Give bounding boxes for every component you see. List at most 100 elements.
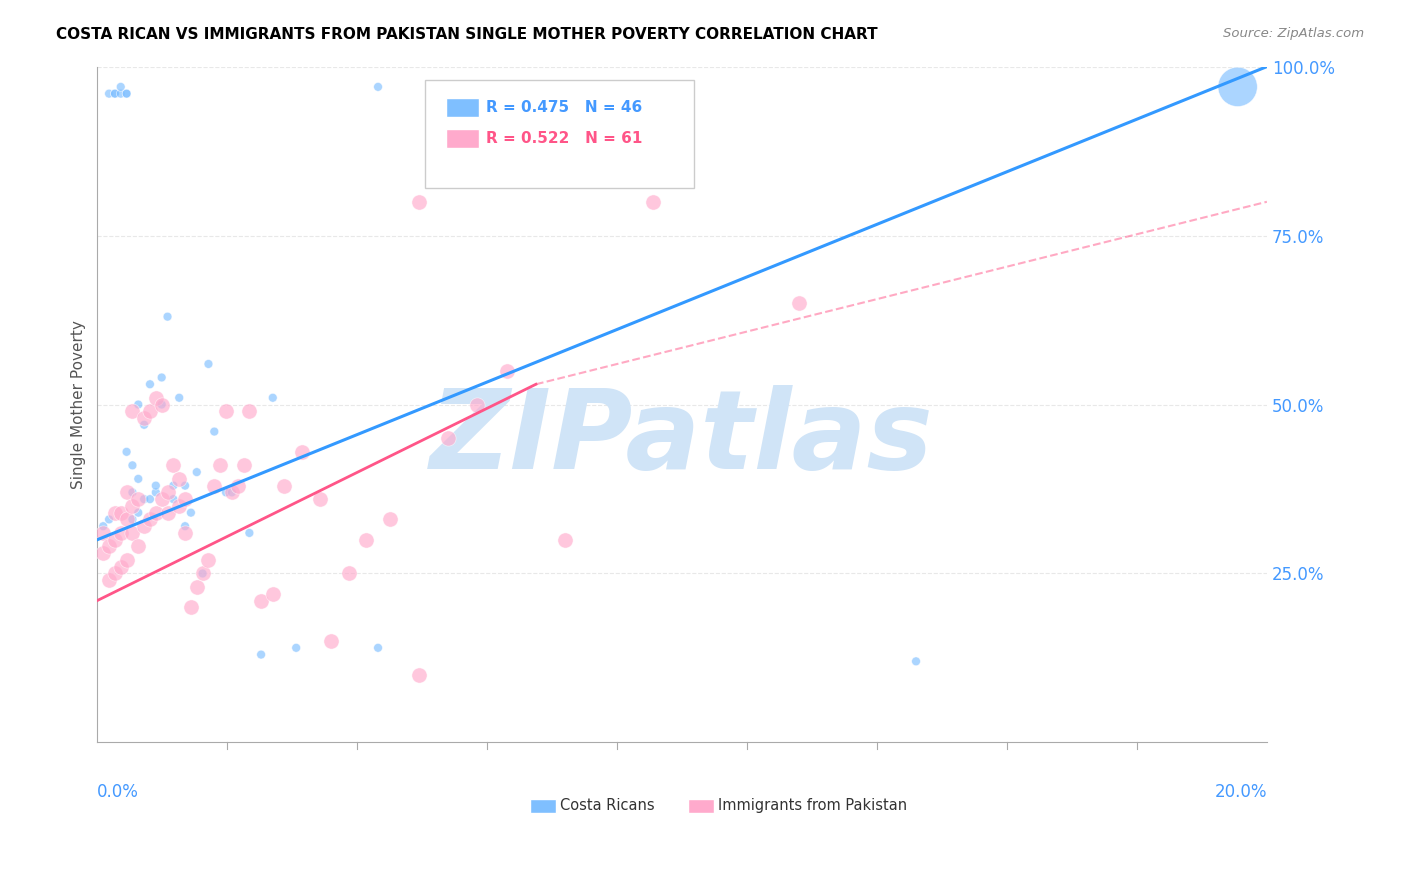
- Point: [127, 492, 149, 507]
- Point: [162, 458, 184, 473]
- Point: [273, 478, 295, 492]
- Point: [209, 458, 232, 473]
- Point: [162, 478, 184, 492]
- Point: [145, 478, 167, 492]
- Point: [115, 445, 138, 459]
- Point: [408, 194, 430, 209]
- Text: Source: ZipAtlas.com: Source: ZipAtlas.com: [1223, 27, 1364, 40]
- Point: [91, 519, 114, 533]
- Bar: [446, 128, 478, 148]
- Point: [215, 404, 238, 418]
- Point: [321, 634, 343, 648]
- Point: [121, 404, 143, 418]
- Point: [367, 79, 389, 94]
- Point: [167, 472, 190, 486]
- Point: [238, 404, 260, 418]
- Point: [104, 87, 127, 101]
- Text: ZIPatlas: ZIPatlas: [430, 384, 934, 491]
- Point: [115, 553, 138, 567]
- Point: [110, 525, 132, 540]
- Point: [250, 593, 273, 607]
- Point: [197, 357, 219, 371]
- FancyBboxPatch shape: [425, 80, 693, 188]
- Point: [134, 492, 156, 507]
- Text: 20.0%: 20.0%: [1215, 783, 1267, 801]
- Point: [238, 525, 260, 540]
- Point: [215, 485, 238, 500]
- Point: [150, 370, 173, 384]
- Point: [115, 87, 138, 101]
- Point: [145, 506, 167, 520]
- Point: [134, 417, 156, 432]
- Point: [554, 533, 576, 547]
- Point: [104, 566, 127, 581]
- Text: Costa Ricans: Costa Ricans: [561, 797, 655, 813]
- Point: [186, 580, 208, 594]
- Point: [356, 533, 378, 547]
- Point: [145, 391, 167, 405]
- Point: [221, 485, 243, 500]
- Y-axis label: Single Mother Poverty: Single Mother Poverty: [72, 320, 86, 489]
- Point: [174, 519, 197, 533]
- Point: [495, 364, 517, 378]
- Point: [202, 478, 225, 492]
- Bar: [688, 798, 714, 814]
- Text: 0.0%: 0.0%: [97, 783, 139, 801]
- Point: [145, 485, 167, 500]
- Point: [134, 519, 156, 533]
- Point: [180, 600, 202, 615]
- Point: [367, 640, 389, 655]
- Point: [221, 485, 243, 500]
- Point: [98, 512, 121, 526]
- Text: Immigrants from Pakistan: Immigrants from Pakistan: [718, 797, 907, 813]
- Point: [167, 499, 190, 513]
- Point: [150, 492, 173, 507]
- Point: [262, 587, 284, 601]
- Point: [115, 512, 138, 526]
- Point: [671, 79, 693, 94]
- Point: [250, 648, 273, 662]
- Point: [121, 512, 143, 526]
- Point: [467, 397, 489, 411]
- Point: [291, 445, 314, 459]
- Point: [127, 506, 149, 520]
- Point: [115, 485, 138, 500]
- Point: [150, 397, 173, 411]
- Point: [174, 478, 197, 492]
- Point: [139, 377, 162, 392]
- Point: [98, 573, 121, 587]
- Point: [408, 668, 430, 682]
- Text: R = 0.522   N = 61: R = 0.522 N = 61: [485, 131, 643, 145]
- Point: [139, 512, 162, 526]
- Point: [180, 506, 202, 520]
- Point: [641, 194, 664, 209]
- Point: [127, 397, 149, 411]
- Point: [139, 404, 162, 418]
- Point: [156, 310, 179, 324]
- Point: [262, 391, 284, 405]
- Point: [150, 397, 173, 411]
- Point: [139, 492, 162, 507]
- Point: [167, 391, 190, 405]
- Point: [232, 458, 254, 473]
- Point: [98, 540, 121, 554]
- Point: [437, 431, 460, 445]
- Point: [191, 566, 214, 581]
- Point: [186, 465, 208, 479]
- Point: [91, 525, 114, 540]
- Point: [104, 533, 127, 547]
- Point: [121, 485, 143, 500]
- Point: [1226, 79, 1249, 94]
- Point: [110, 559, 132, 574]
- Point: [174, 525, 197, 540]
- Point: [110, 506, 132, 520]
- Point: [378, 512, 401, 526]
- Point: [121, 499, 143, 513]
- Point: [98, 87, 121, 101]
- Point: [174, 492, 197, 507]
- Point: [162, 492, 184, 507]
- Point: [202, 425, 225, 439]
- Point: [156, 506, 179, 520]
- Point: [191, 566, 214, 581]
- Point: [156, 485, 179, 500]
